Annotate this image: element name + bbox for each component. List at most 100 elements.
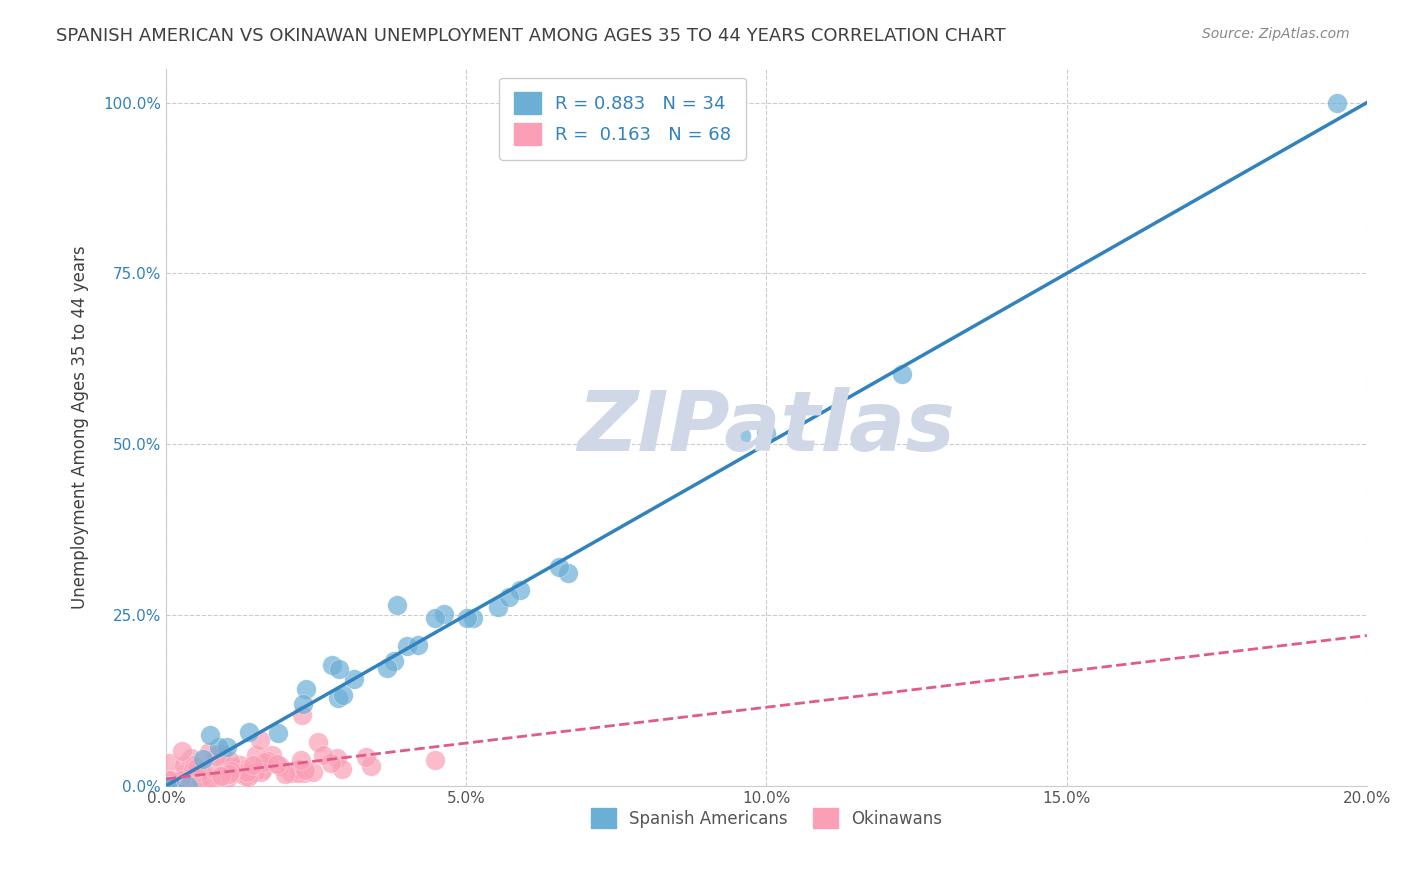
Point (321, 657, 343, 672)
Point (236, 765, 259, 780)
Point (217, 764, 239, 779)
Point (157, 772, 180, 787)
Point (253, 755, 276, 769)
Point (385, 599, 408, 613)
Point (557, 566, 579, 581)
Point (319, 756, 342, 771)
Point (328, 690, 350, 705)
Point (170, 772, 193, 787)
Point (891, 367, 914, 381)
Point (312, 747, 335, 762)
Point (257, 754, 280, 768)
Point (190, 764, 212, 779)
Point (215, 772, 238, 786)
Point (198, 771, 221, 785)
Point (280, 765, 302, 780)
Point (166, 773, 188, 788)
Point (238, 725, 260, 739)
Point (354, 750, 377, 764)
Point (328, 662, 350, 676)
Point (301, 765, 323, 780)
Point (200, 728, 222, 742)
Point (288, 762, 311, 776)
Point (191, 770, 214, 784)
Point (433, 607, 456, 622)
Point (382, 654, 405, 668)
Y-axis label: Unemployment Among Ages 35 to 44 years: Unemployment Among Ages 35 to 44 years (72, 245, 89, 609)
Point (755, 425, 778, 440)
Point (1326, 95, 1348, 110)
Point (235, 763, 257, 777)
Point (218, 767, 240, 781)
Text: SPANISH AMERICAN VS OKINAWAN UNEMPLOYMENT AMONG AGES 35 TO 44 YEARS CORRELATION : SPANISH AMERICAN VS OKINAWAN UNEMPLOYMEN… (56, 27, 1005, 45)
Point (287, 766, 309, 780)
Point (183, 772, 205, 787)
Point (211, 747, 233, 762)
Point (330, 762, 353, 776)
Point (202, 761, 225, 775)
Point (486, 599, 509, 614)
Point (456, 610, 478, 624)
Point (292, 765, 315, 780)
Point (291, 697, 314, 711)
Point (160, 779, 183, 793)
Point (425, 611, 447, 625)
Point (157, 756, 180, 770)
Point (183, 772, 205, 786)
Point (463, 611, 485, 625)
Point (174, 766, 197, 780)
Point (214, 767, 236, 781)
Point (425, 753, 447, 767)
Text: ZIPatlas: ZIPatlas (578, 386, 955, 467)
Point (274, 767, 297, 781)
Point (221, 760, 243, 774)
Point (170, 744, 193, 758)
Point (343, 673, 366, 687)
Point (267, 726, 290, 740)
Point (249, 764, 271, 779)
Point (228, 766, 250, 780)
Point (360, 759, 382, 773)
Point (509, 582, 531, 597)
Point (180, 751, 202, 765)
Point (177, 779, 200, 793)
Point (208, 740, 231, 755)
Point (260, 747, 283, 762)
Point (217, 739, 239, 754)
Text: Source: ZipAtlas.com: Source: ZipAtlas.com (1202, 27, 1350, 41)
Point (307, 735, 329, 749)
Point (290, 753, 312, 767)
Point (408, 638, 430, 652)
Point (233, 769, 256, 783)
Point (242, 757, 264, 772)
Point (156, 779, 179, 793)
Point (730, 428, 752, 442)
Point (209, 769, 232, 783)
Point (396, 639, 419, 653)
Point (332, 689, 354, 703)
Point (173, 758, 195, 772)
Point (236, 770, 259, 784)
Point (181, 772, 204, 787)
Point (547, 560, 569, 574)
Point (249, 733, 271, 747)
Point (269, 759, 291, 773)
Point (157, 777, 180, 791)
Point (326, 751, 349, 765)
Point (219, 764, 242, 778)
Point (245, 747, 267, 762)
Point (290, 763, 312, 777)
Point (266, 756, 288, 771)
Point (294, 764, 316, 778)
Point (219, 754, 242, 768)
Point (229, 757, 252, 772)
Point (198, 745, 221, 759)
Point (181, 763, 204, 777)
Point (162, 773, 184, 788)
Legend: Spanish Americans, Okinawans: Spanish Americans, Okinawans (583, 801, 949, 835)
Point (375, 661, 398, 675)
Point (183, 758, 205, 772)
Point (252, 762, 274, 776)
Point (188, 771, 211, 785)
Point (243, 765, 266, 780)
